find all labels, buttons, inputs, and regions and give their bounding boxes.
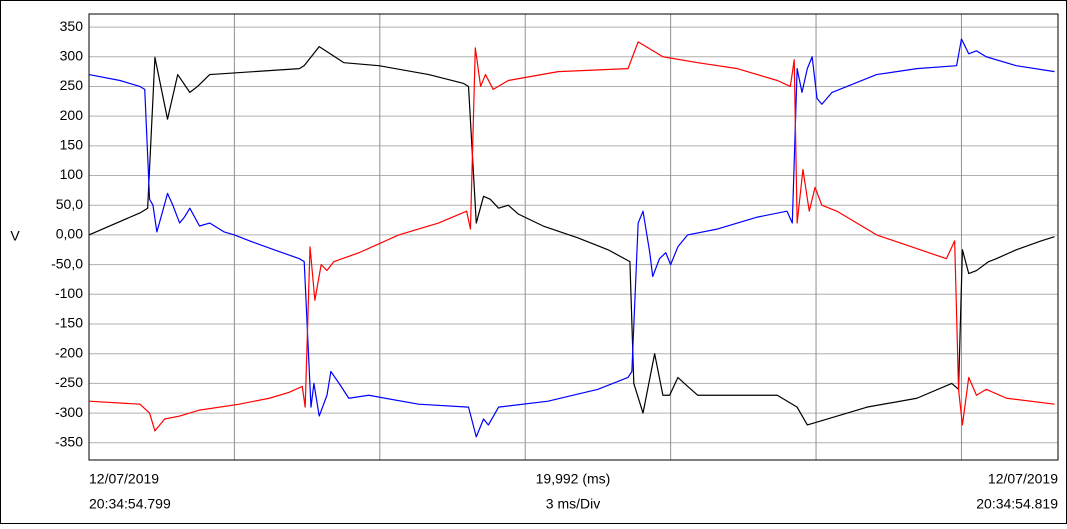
plot-border [88,13,1059,461]
y-tick-label: 300 [60,47,84,63]
footer-division: 3 ms/Div [546,496,600,512]
y-tick-label: -300 [55,404,83,420]
y-tick-label: 250 [60,77,84,93]
plot-area [89,14,1058,460]
footer-left-time: 20:34:54.799 [89,496,171,512]
y-tick-label: -200 [55,344,83,360]
y-tick-label: -150 [55,315,83,331]
series-line [88,38,1055,438]
footer-span: 19,992 (ms) [536,471,611,487]
y-tick-label: 350 [60,18,84,34]
y-tick-label: 150 [60,137,84,153]
y-tick-label: -350 [55,433,83,449]
y-axis-label: V [10,228,20,244]
series-line [88,41,1055,432]
y-tick-label: 50,0 [56,196,83,212]
y-tick-label: 200 [60,107,84,123]
series-line [88,46,1055,426]
y-tick-label: -250 [55,374,83,390]
y-tick-label: -100 [55,285,83,301]
y-tick-label: 100 [60,166,84,182]
footer-left-date: 12/07/2019 [89,471,159,487]
footer-right-date: 12/07/2019 [988,471,1058,487]
footer-right-time: 20:34:54.819 [976,496,1058,512]
y-tick-label: -50,0 [51,255,83,271]
y-tick-label: 0,00 [56,226,83,242]
